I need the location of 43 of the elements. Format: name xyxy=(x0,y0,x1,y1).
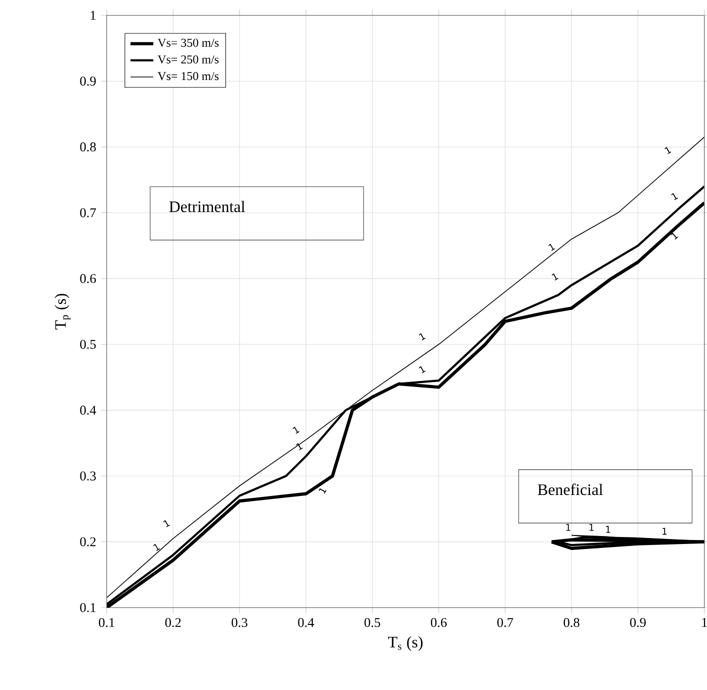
y-tick-label: 0.4 xyxy=(80,406,96,415)
annotation: 1 xyxy=(664,146,672,154)
annotation: 1 xyxy=(153,544,160,551)
x-tick-label: 0.7 xyxy=(497,618,514,627)
annotation: 1 xyxy=(590,524,594,531)
y-tick-label: 0.2 xyxy=(80,537,96,546)
annotation: Detrimental xyxy=(169,200,245,212)
annotation: 1 xyxy=(296,443,303,450)
x-axis-title: T$_{s}$ (s) xyxy=(388,636,423,651)
x-tick-label: 0.5 xyxy=(364,618,380,627)
annotation: 1 xyxy=(566,524,570,531)
annotation: 1 xyxy=(671,192,678,200)
annotation: 1 xyxy=(163,520,170,528)
x-tick-label: 0.3 xyxy=(232,618,248,627)
x-tick-label: 1 xyxy=(702,618,707,627)
y-axis-title: T$_{p}$ (s) xyxy=(54,294,70,330)
annotation: 1 xyxy=(662,528,667,535)
y-tick-label: 0.8 xyxy=(80,142,96,152)
y-tick-label: 0.7 xyxy=(80,208,96,218)
x-tick-label: 0.8 xyxy=(564,618,580,627)
legend-label: Vs= 150 m/s xyxy=(158,72,219,80)
x-tick-label: 0.6 xyxy=(430,618,447,627)
legend-label: Vs= 250 m/s xyxy=(158,55,219,64)
y-tick-label: 0.6 xyxy=(80,274,96,283)
y-tick-label: 0.5 xyxy=(80,340,96,349)
annotation: 1 xyxy=(418,366,426,374)
x-tick-label: 0.4 xyxy=(298,618,314,627)
annotation: 1 xyxy=(670,232,678,240)
y-tick-label: 0.1 xyxy=(80,602,96,612)
annotation: 1 xyxy=(606,526,610,533)
y-tick-label: 0.9 xyxy=(80,76,96,86)
y-tick-label: 1 xyxy=(90,10,96,20)
annotation: Beneficial xyxy=(538,484,603,495)
annotation: 1 xyxy=(292,426,300,434)
x-tick-label: 0.9 xyxy=(630,618,646,627)
annotation: 1 xyxy=(318,488,327,494)
x-tick-label: 0.2 xyxy=(165,618,181,627)
annotation: 1 xyxy=(418,333,426,340)
x-tick-label: 0.1 xyxy=(98,618,114,627)
annotation: 1 xyxy=(552,273,558,280)
legend-label: Vs= 350 m/s xyxy=(158,38,219,47)
annotation: 1 xyxy=(548,244,556,251)
y-tick-label: 0.3 xyxy=(80,471,96,480)
